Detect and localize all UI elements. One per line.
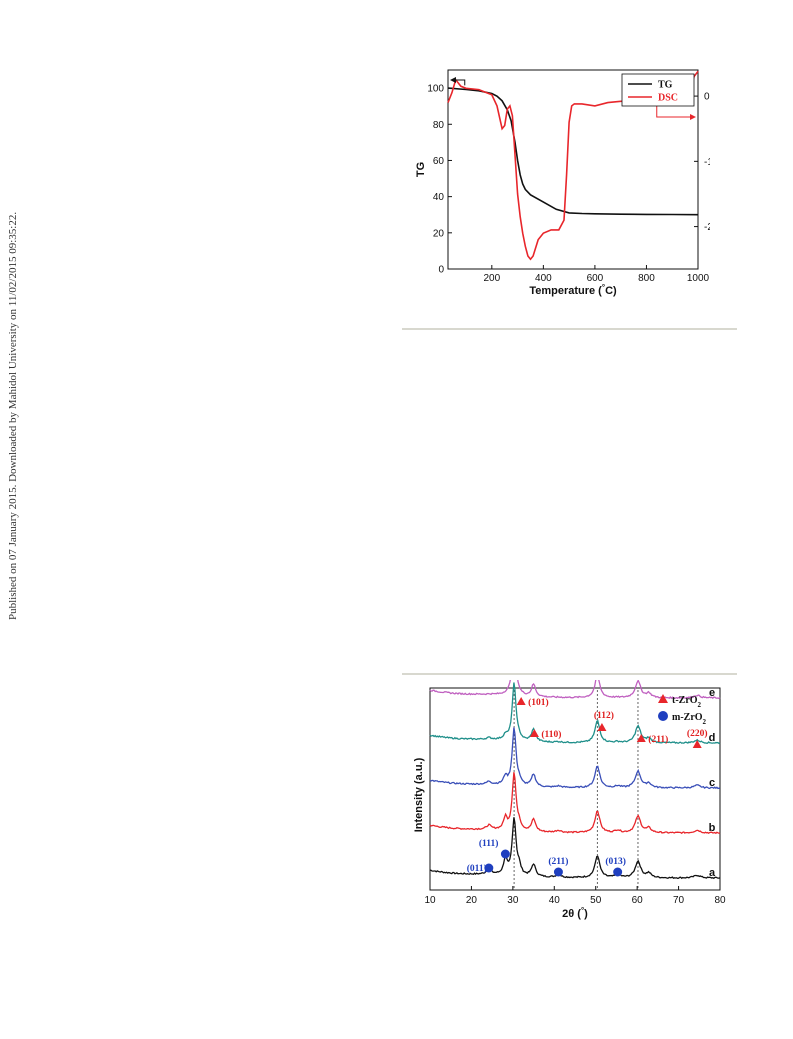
m-zro2-marker <box>613 867 623 877</box>
t-zro2-marker <box>529 729 539 737</box>
plot-frame <box>447 69 699 270</box>
xrd-chart: 10 20 30 40 50 60 70 80 2θ (°) Intensity (a.u.) a b… <box>413 680 726 921</box>
x-tick-label: 1000 <box>687 273 710 284</box>
y-tick-label: 40 <box>433 192 445 203</box>
x-tick-label: 10 <box>424 895 436 906</box>
series-c-line <box>429 727 721 790</box>
side-note: Published on 07 January 2015. Downloaded… <box>7 212 19 620</box>
y-tick-label: 60 <box>433 156 445 167</box>
x-tick-label: 30 <box>507 895 519 906</box>
series-label-a: a <box>709 867 716 879</box>
series-label-c: c <box>709 777 715 789</box>
series-label-b: b <box>709 822 716 834</box>
x-tick-label: 20 <box>466 895 478 906</box>
series-a-line <box>429 817 721 880</box>
t-zro2-marker <box>597 723 607 731</box>
x-tick-label: 600 <box>587 273 604 284</box>
t-zro2-label: (220) <box>687 728 708 739</box>
tg-dsc-chart: 20040060080010000204060801000-1-2Tempera… <box>415 69 710 298</box>
legend-label-t: t-ZrO2 <box>672 695 702 709</box>
m-zro2-label: (013) <box>605 856 626 867</box>
m-zro2-label: (111) <box>479 838 499 849</box>
plot-frame <box>429 687 721 891</box>
y-axis-title: TG <box>415 162 427 177</box>
x-tick-label: 50 <box>590 895 602 906</box>
legend-label-tg: TG <box>658 80 673 91</box>
m-zro2-label: (211) <box>548 856 568 867</box>
dsc-axis-arrow-head <box>690 113 696 120</box>
y2-tick-label: -2 <box>704 222 710 233</box>
divider-top <box>402 328 737 330</box>
t-zro2-marker <box>636 734 646 742</box>
x-tick-label: 80 <box>714 895 726 906</box>
x-tick-label: 800 <box>638 273 655 284</box>
t-zro2-marker <box>692 740 702 748</box>
m-zro2-label: (011) <box>467 863 487 874</box>
legend-box <box>621 73 695 107</box>
series-b-line <box>429 772 721 835</box>
series-label-d: d <box>709 732 716 744</box>
m-zro2-marker <box>553 867 563 877</box>
legend-circle-icon <box>658 711 668 721</box>
t-zro2-label: (110) <box>541 729 561 740</box>
y-tick-label: 100 <box>427 84 444 95</box>
legend-label-dsc: DSC <box>658 93 678 104</box>
t-zro2-label: (101) <box>528 697 549 708</box>
series-e-line <box>429 680 721 700</box>
series-label-e: e <box>709 687 715 699</box>
series-tg-line <box>447 87 699 216</box>
m-zro2-marker <box>500 849 510 859</box>
divider-bottom <box>402 673 737 675</box>
y2-tick-label: 0 <box>704 92 710 103</box>
t-zro2-marker <box>516 697 526 705</box>
x-tick-label: 60 <box>632 895 644 906</box>
y-tick-label: 80 <box>433 120 445 131</box>
x-tick-label: 200 <box>483 273 500 284</box>
series-d-line <box>429 682 721 745</box>
x-axis-title: 2θ (°) <box>562 906 588 921</box>
m-zro2-marker <box>484 863 494 873</box>
x-tick-label: 70 <box>673 895 685 906</box>
y-tick-label: 0 <box>438 265 444 276</box>
t-zro2-label: (112) <box>594 710 614 721</box>
x-axis-title: Temperature (°C) <box>529 283 617 298</box>
x-tick-label: 40 <box>549 895 561 906</box>
legend-triangle-icon <box>658 694 668 703</box>
side-note-text: Published on 07 January 2015. Downloaded… <box>7 212 19 620</box>
tg-axis-arrow-head <box>450 76 456 83</box>
y2-tick-label: -1 <box>704 157 710 168</box>
tg-axis-arrow <box>452 79 466 86</box>
y-tick-label: 20 <box>433 228 445 239</box>
t-zro2-label: (211) <box>648 734 668 745</box>
x-tick-label: 400 <box>535 273 552 284</box>
legend-label-m: m-ZrO2 <box>672 712 707 726</box>
y-axis-title: Intensity (a.u.) <box>413 757 425 832</box>
